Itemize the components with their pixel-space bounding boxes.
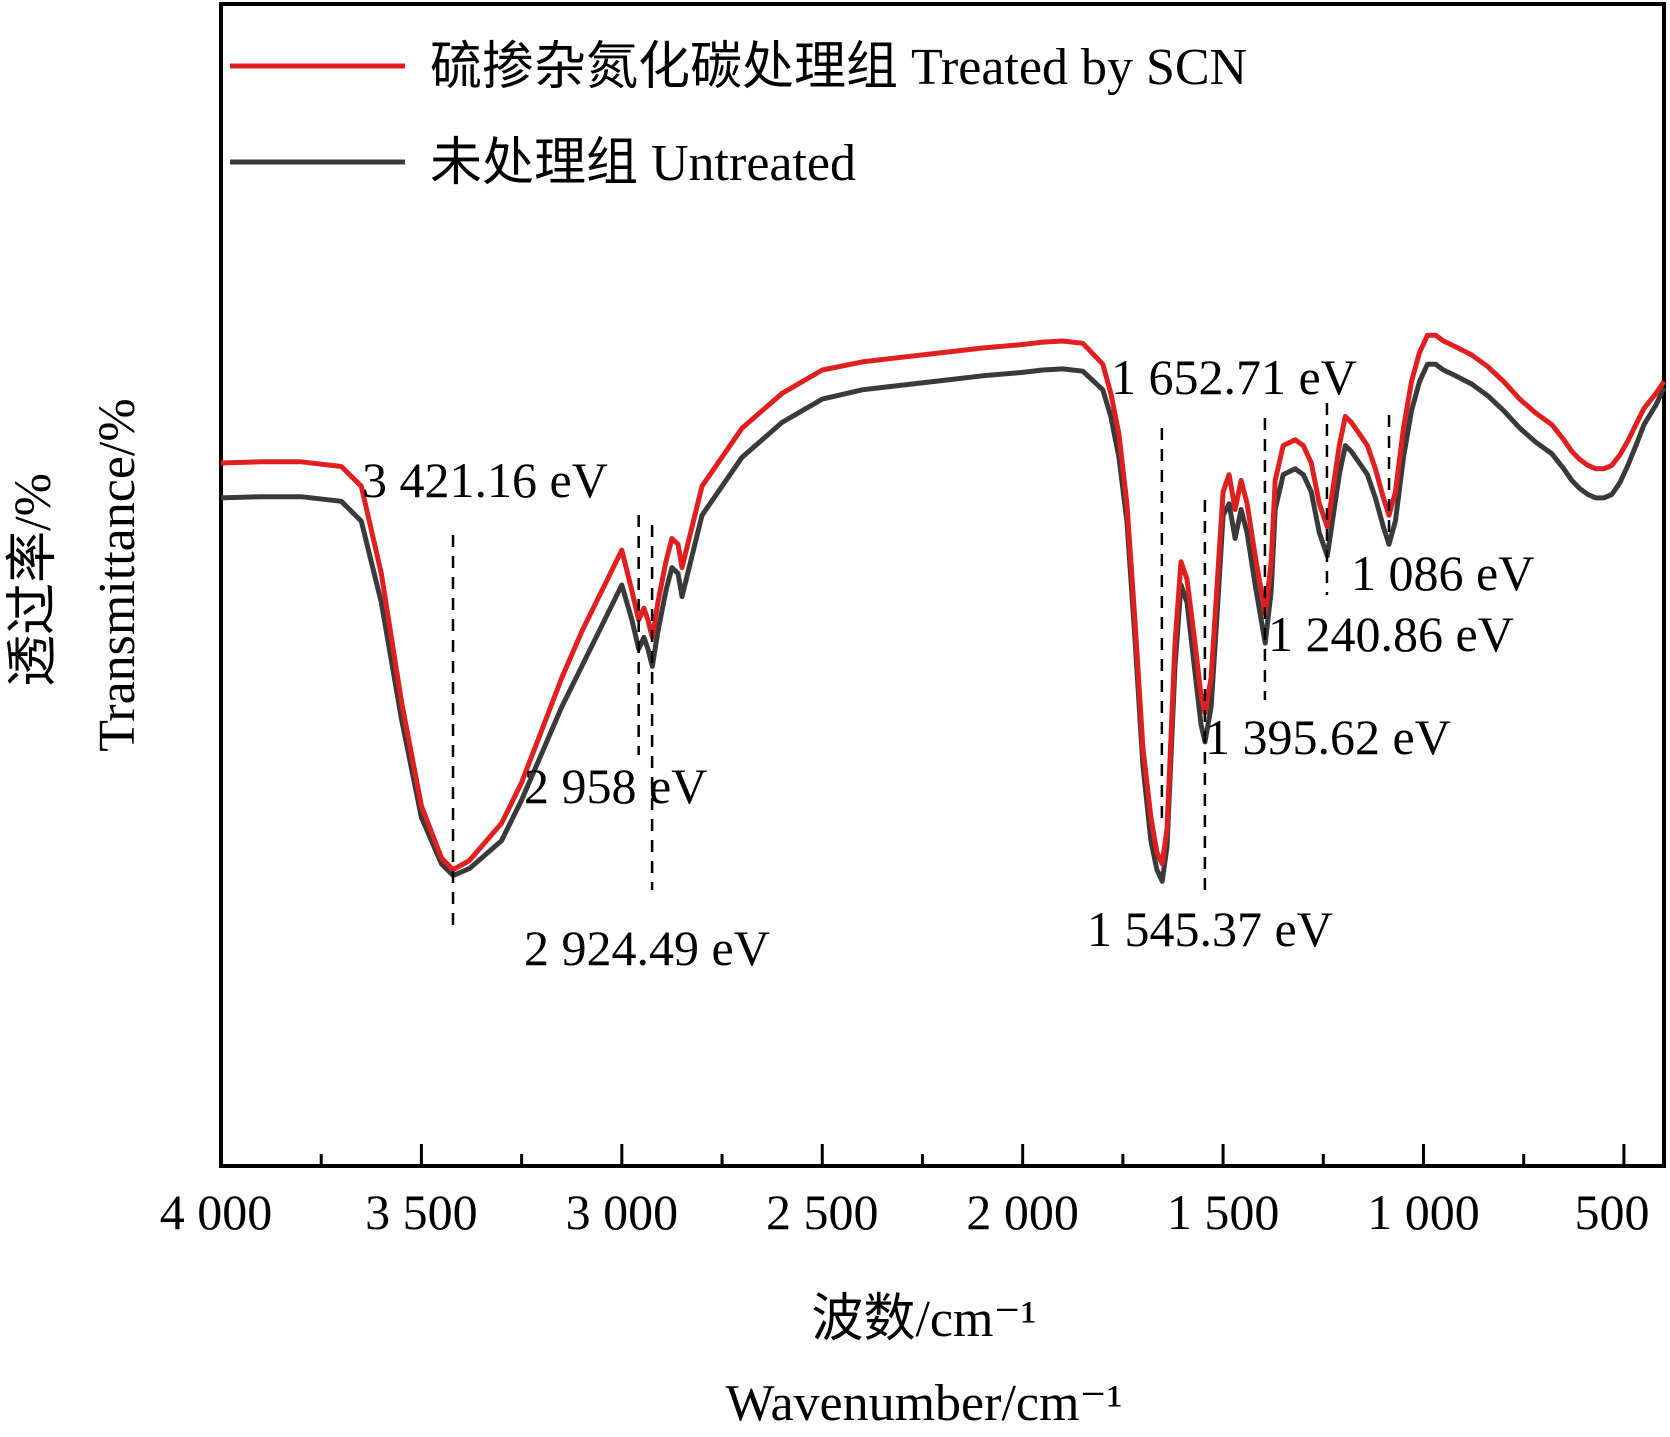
series-line-treated — [220, 332, 1667, 873]
annotation-label-2958: 2 958 eV — [524, 758, 707, 814]
annotation-label-1395: 1 395.62 eV — [1205, 709, 1451, 765]
x-tick-label-2000: 2 000 — [966, 1184, 1079, 1240]
x-ticks: 4 000 3 500 3 000 2 500 2 000 1 500 1 000 500 — [160, 1144, 1650, 1240]
x-tick-label-3500: 3 500 — [365, 1184, 478, 1240]
y-axis-title-cn: 透过率/% — [5, 473, 62, 687]
x-tick-label-500: 500 — [1575, 1184, 1650, 1240]
y-axis-title-en: Transmittance/% — [89, 398, 146, 751]
x-tick-label-1500: 1 500 — [1167, 1184, 1280, 1240]
annotation-label-3421: 3 421.16 eV — [362, 452, 608, 508]
legend-label-untreated: 未处理组 Untreated — [430, 135, 856, 192]
plot-frame — [219, 2, 1666, 1168]
annotation-label-1240: 1 240.86 eV — [1268, 606, 1514, 662]
annotation-label-2924: 2 924.49 eV — [524, 920, 770, 976]
x-tick-label-4000: 4 000 — [160, 1184, 273, 1240]
annotation-label-1652: 1 652.71 eV — [1111, 349, 1357, 405]
x-tick-label-1000: 1 000 — [1367, 1184, 1480, 1240]
annotation-label-1086: 1 086 eV — [1351, 545, 1534, 601]
x-axis-title-en: Wavenumber/cm⁻¹ — [726, 1375, 1123, 1432]
legend: 硫掺杂氮化碳处理组 Treated by SCN 未处理组 Untreated — [230, 39, 1247, 192]
series-line-untreated — [220, 361, 1667, 884]
annotation-lines — [451, 403, 1391, 925]
annotation-label-1545: 1 545.37 eV — [1087, 901, 1333, 957]
x-tick-label-2500: 2 500 — [766, 1184, 879, 1240]
x-axis-title-cn: 波数/cm⁻¹ — [811, 1291, 1036, 1348]
legend-label-treated: 硫掺杂氮化碳处理组 Treated by SCN — [430, 39, 1247, 96]
series-layer — [220, 332, 1667, 884]
x-tick-label-3000: 3 000 — [566, 1184, 679, 1240]
